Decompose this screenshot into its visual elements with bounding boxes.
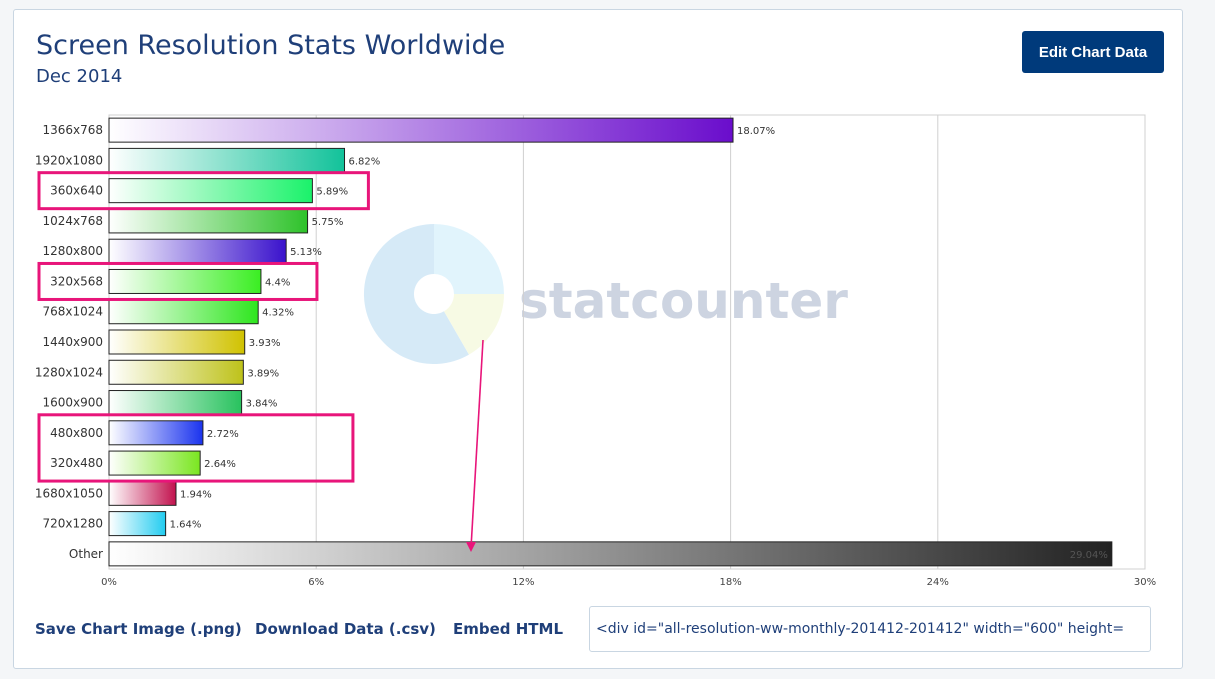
bar-value-label: 5.75% bbox=[312, 217, 344, 228]
bar-value-label: 2.64% bbox=[204, 459, 236, 470]
bar-value-label: 4.32% bbox=[262, 308, 294, 319]
highlight-box bbox=[37, 261, 319, 301]
x-tick-label: 6% bbox=[308, 577, 324, 588]
x-tick-label: 12% bbox=[512, 577, 534, 588]
bar-1440x900[interactable] bbox=[108, 329, 246, 355]
bar-value-label: 5.13% bbox=[290, 247, 322, 258]
x-tick-label: 18% bbox=[719, 577, 741, 588]
category-label: 1600x900 bbox=[42, 396, 103, 410]
bar-value-label: 29.04% bbox=[1070, 550, 1108, 561]
bar-1280x800[interactable] bbox=[108, 238, 287, 264]
annotation-arrow-line bbox=[470, 339, 484, 549]
statcounter-watermark: statcounter bbox=[363, 224, 848, 364]
bar-1024x768[interactable] bbox=[108, 208, 309, 234]
category-label: Other bbox=[69, 547, 103, 561]
embed-code-field[interactable]: <div id="all-resolution-ww-monthly-20141… bbox=[589, 606, 1151, 652]
category-label: 1440x900 bbox=[42, 335, 103, 349]
bar-value-label: 1.64% bbox=[170, 520, 202, 531]
bar-other[interactable] bbox=[108, 541, 1113, 567]
highlight-box bbox=[37, 413, 355, 483]
x-tick-label: 0% bbox=[101, 577, 117, 588]
bar-value-label: 18.07% bbox=[737, 126, 775, 137]
category-label: 720x1280 bbox=[42, 517, 103, 531]
category-label: 360x640 bbox=[50, 184, 103, 198]
category-label: 768x1024 bbox=[42, 305, 103, 319]
category-label: 480x800 bbox=[50, 426, 103, 440]
watermark-text: statcounter bbox=[519, 272, 848, 330]
download-data-link[interactable]: Download Data (.csv) bbox=[255, 620, 436, 638]
bar-1280x1024[interactable] bbox=[108, 359, 244, 385]
bar-768x1024[interactable] bbox=[108, 299, 259, 325]
category-label: 1366x768 bbox=[42, 123, 103, 137]
x-tick-label: 24% bbox=[927, 577, 949, 588]
bar-value-label: 2.72% bbox=[207, 429, 239, 440]
highlight-box bbox=[37, 171, 370, 211]
bar-720x1280[interactable] bbox=[108, 511, 167, 537]
chart-subtitle: Dec 2014 bbox=[36, 66, 123, 87]
bar-chart: statcounter 0% 6% 12% 18% 24% 30% 1366x768 18.… bbox=[35, 114, 1156, 588]
bar-1680x1050[interactable] bbox=[108, 480, 177, 506]
bar-value-label: 3.89% bbox=[247, 368, 279, 379]
bar-480x800[interactable] bbox=[108, 420, 204, 446]
category-label: 1920x1080 bbox=[35, 153, 103, 167]
watermark-logo-slice-icon bbox=[434, 224, 504, 294]
bar-value-label: 3.93% bbox=[249, 338, 281, 349]
edit-chart-data-button[interactable]: Edit Chart Data bbox=[1022, 31, 1164, 73]
chart-card: Screen Resolution Stats Worldwide Dec 20… bbox=[13, 9, 1183, 669]
bar-value-label: 5.89% bbox=[316, 187, 348, 198]
watermark-logo-icon bbox=[363, 224, 469, 364]
bar-1920x1080[interactable] bbox=[108, 147, 346, 173]
watermark-logo-slice2-icon bbox=[444, 294, 504, 355]
category-label: 320x480 bbox=[50, 456, 103, 470]
embed-html-link[interactable]: Embed HTML bbox=[453, 620, 564, 638]
save-chart-image-link[interactable]: Save Chart Image (.png) bbox=[35, 620, 242, 638]
bar-value-label: 3.84% bbox=[246, 399, 278, 410]
x-tick-label: 30% bbox=[1134, 577, 1156, 588]
bar-360x640[interactable] bbox=[108, 178, 313, 204]
category-label: 1680x1050 bbox=[35, 486, 103, 500]
bar-1600x900[interactable] bbox=[108, 390, 243, 416]
bar-320x568[interactable] bbox=[108, 268, 262, 294]
bar-value-label: 4.4% bbox=[265, 277, 290, 288]
category-label: 1280x800 bbox=[42, 244, 103, 258]
category-label: 1280x1024 bbox=[35, 365, 103, 379]
annotation-arrow-head-icon bbox=[466, 542, 476, 552]
category-label: 320x568 bbox=[50, 274, 103, 288]
bar-1366x768[interactable] bbox=[108, 117, 734, 143]
bar-320x480[interactable] bbox=[108, 450, 201, 476]
chart-title: Screen Resolution Stats Worldwide bbox=[36, 30, 506, 61]
bar-value-label: 1.94% bbox=[180, 489, 212, 500]
category-label: 1024x768 bbox=[42, 214, 103, 228]
bar-value-label: 6.82% bbox=[349, 156, 381, 167]
